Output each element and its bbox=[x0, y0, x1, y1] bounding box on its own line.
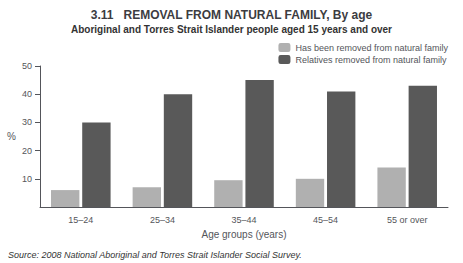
svg-text:35–44: 35–44 bbox=[231, 215, 256, 225]
svg-text:15–24: 15–24 bbox=[68, 215, 93, 225]
svg-text:50: 50 bbox=[22, 61, 32, 71]
svg-text:30: 30 bbox=[22, 117, 32, 127]
svg-text:%: % bbox=[7, 131, 16, 142]
svg-text:45–54: 45–54 bbox=[313, 215, 338, 225]
svg-text:10: 10 bbox=[22, 174, 32, 184]
svg-text:Has been removed from natural: Has been removed from natural family bbox=[295, 43, 448, 53]
svg-text:3.11 REMOVAL FROM NATURAL FA: 3.11 REMOVAL FROM NATURAL FAMILY, By age bbox=[91, 8, 373, 22]
svg-text:Age groups (years): Age groups (years) bbox=[201, 229, 286, 240]
svg-text:40: 40 bbox=[22, 89, 32, 99]
svg-text:20: 20 bbox=[22, 146, 32, 156]
svg-text:Source: 2008 National Aborigin: Source: 2008 National Aboriginal and Tor… bbox=[8, 250, 302, 260]
svg-text:Aboriginal and Torres Strait I: Aboriginal and Torres Strait Islander pe… bbox=[71, 24, 392, 35]
svg-text:Relatives removed from natural: Relatives removed from natural family bbox=[295, 55, 447, 65]
svg-text:55 or over: 55 or over bbox=[387, 215, 428, 225]
svg-text:25–34: 25–34 bbox=[150, 215, 175, 225]
